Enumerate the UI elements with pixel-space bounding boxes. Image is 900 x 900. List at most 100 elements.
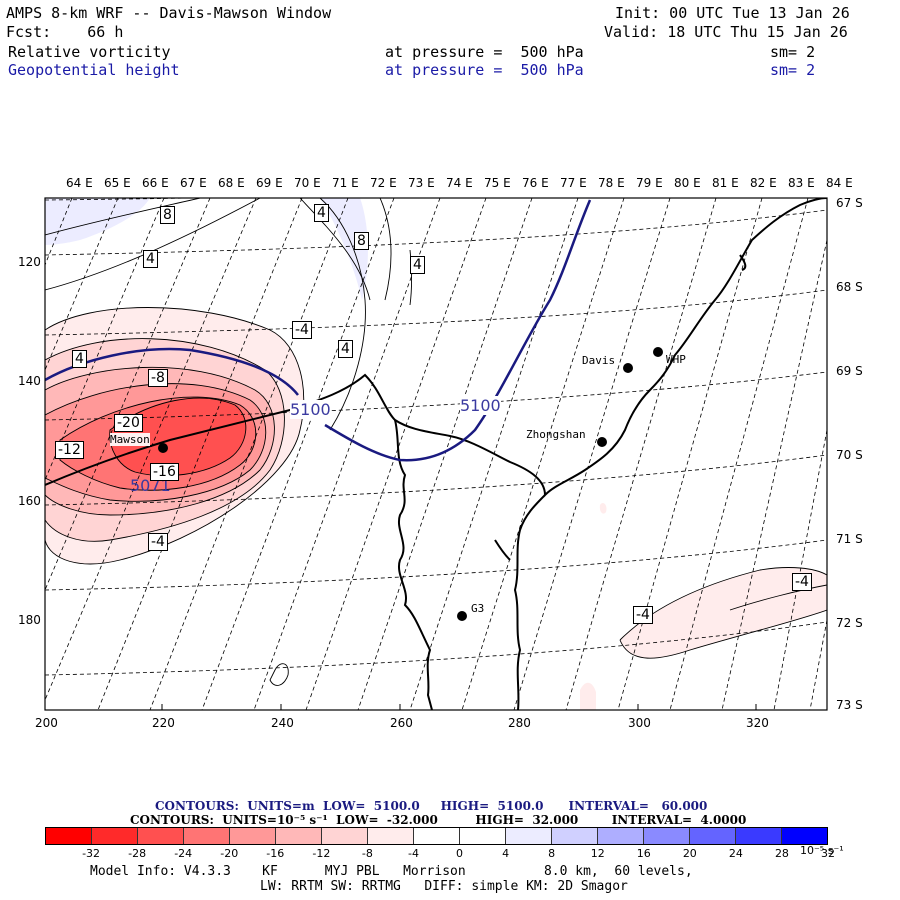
- y-tick-label: 120: [18, 255, 41, 269]
- colorbar-segment: [92, 828, 138, 844]
- colorbar-segment: [506, 828, 552, 844]
- vorticity-label: -4: [292, 321, 312, 339]
- x-tick-label: 220: [152, 716, 175, 730]
- colorbar-segment: [368, 828, 414, 844]
- colorbar: [45, 827, 828, 845]
- lon-label: 76 E: [522, 176, 549, 190]
- colorbar-tick-label: -16: [266, 847, 285, 860]
- colorbar-tick-label: -32: [82, 847, 101, 860]
- vorticity-label: 4: [314, 204, 329, 222]
- x-tick-label: 320: [746, 716, 769, 730]
- vorticity-label: 8: [160, 206, 175, 224]
- vorticity-label: -16: [150, 463, 179, 481]
- vorticity-label: 4: [143, 250, 158, 268]
- lon-label: 75 E: [484, 176, 511, 190]
- x-tick-label: 300: [628, 716, 651, 730]
- colorbar-tick-label: -12: [312, 847, 331, 860]
- lon-label: 81 E: [712, 176, 739, 190]
- colorbar-tick-label: -4: [407, 847, 419, 860]
- height-label: 5100: [460, 396, 501, 415]
- vorticity-contour-info: CONTOURS: UNITS=10⁻⁵ s⁻¹ LOW= -32.000 HI…: [130, 813, 747, 827]
- lon-label: 79 E: [636, 176, 663, 190]
- lon-label: 66 E: [142, 176, 169, 190]
- colorbar-segment: [690, 828, 736, 844]
- station-label-g3: G3: [471, 602, 485, 615]
- model-info: Model Info: V4.3.3 KF MYJ PBL Morrison 8…: [90, 864, 693, 879]
- lat-label: 72 S: [836, 616, 863, 630]
- lon-label: 69 E: [256, 176, 283, 190]
- colorbar-segment: [322, 828, 368, 844]
- longitude-labels: 64 E 65 E 66 E 67 E 68 E 69 E 70 E 71 E …: [0, 176, 900, 192]
- lon-label: 74 E: [446, 176, 473, 190]
- station-dot-zhongshan: [597, 437, 607, 447]
- vorticity-label: 4: [410, 256, 425, 274]
- colorbar-segment: [552, 828, 598, 844]
- colorbar-tick-label: -28: [128, 847, 147, 860]
- vorticity-shading: [45, 307, 827, 710]
- colorbar-segment: [46, 828, 92, 844]
- colorbar-segment: [184, 828, 230, 844]
- colorbar-segment: [598, 828, 644, 844]
- vorticity-label: -8: [148, 369, 168, 387]
- lat-label: 67 S: [836, 196, 863, 210]
- colorbar-tick-label: -20: [220, 847, 239, 860]
- plot-frame: [44, 197, 828, 711]
- colorbar-segment: [460, 828, 506, 844]
- y-tick-label: 160: [18, 494, 41, 508]
- field2-smoothing: sm= 2: [770, 61, 816, 79]
- x-tick-label: 260: [390, 716, 413, 730]
- lon-label: 80 E: [674, 176, 701, 190]
- vorticity-label: -4: [148, 533, 168, 551]
- station-dot-davis: [623, 363, 633, 373]
- lon-label: 84 E: [826, 176, 853, 190]
- station-dot-mawson: [158, 443, 168, 453]
- x-tick-label: 280: [508, 716, 531, 730]
- height-label: 5100: [290, 400, 331, 419]
- colorbar-segment: [736, 828, 782, 844]
- colorbar-tick-label: 28: [774, 847, 789, 860]
- lat-label: 69 S: [836, 364, 863, 378]
- lon-label: 67 E: [180, 176, 207, 190]
- colorbar-tick-label: 8: [548, 847, 556, 860]
- model-info-physics: LW: RRTM SW: RRTMG DIFF: simple KM: 2D S…: [260, 879, 628, 894]
- field1-name: Relative vorticity: [8, 43, 171, 61]
- map-title: AMPS 8-km WRF -- Davis-Mawson Window: [6, 4, 332, 22]
- colorbar-segment: [138, 828, 184, 844]
- station-markers: [158, 347, 663, 621]
- colorbar-tick-label: 0: [456, 847, 464, 860]
- x-tick-marks: [44, 704, 757, 710]
- colorbar-segment: [414, 828, 460, 844]
- lon-label: 70 E: [294, 176, 321, 190]
- lon-label: 72 E: [370, 176, 397, 190]
- colorbar-tick-label: 24: [728, 847, 743, 860]
- colorbar-tick-label: 4: [502, 847, 510, 860]
- colorbar-segment: [644, 828, 690, 844]
- station-label-mawson: Mawson: [110, 433, 150, 446]
- field2-name: Geopotential height: [8, 61, 180, 79]
- colorbar-tick-label: 32: [821, 847, 835, 860]
- colorbar-segment: [230, 828, 276, 844]
- vorticity-label: -12: [55, 441, 84, 459]
- x-tick-label: 240: [271, 716, 294, 730]
- init-time: Init: 00 UTC Tue 13 Jan 26: [615, 4, 850, 22]
- station-label-davis: Davis: [582, 354, 616, 367]
- vorticity-label: -4: [633, 606, 653, 624]
- colorbar-segment: [782, 828, 827, 844]
- y-tick-label: 180: [18, 613, 41, 627]
- lon-label: 78 E: [598, 176, 625, 190]
- colorbar-unit: 10⁻⁵ s⁻¹: [800, 844, 844, 857]
- vorticity-label: -4: [792, 573, 812, 591]
- coastline: [45, 198, 827, 710]
- station-label-whp: WHP: [666, 353, 686, 366]
- lon-label: 65 E: [104, 176, 131, 190]
- vorticity-label: 4: [72, 350, 87, 368]
- lat-label: 73 S: [836, 698, 863, 712]
- lon-label: 64 E: [66, 176, 93, 190]
- height-contour-info: CONTOURS: UNITS=m LOW= 5100.0 HIGH= 5100…: [155, 799, 708, 813]
- lon-label: 73 E: [408, 176, 435, 190]
- lat-label: 68 S: [836, 280, 863, 294]
- colorbar-tick-label: -24: [174, 847, 193, 860]
- station-dot-g3: [457, 611, 467, 621]
- station-label-zhongshan: Zhongshan: [526, 428, 586, 441]
